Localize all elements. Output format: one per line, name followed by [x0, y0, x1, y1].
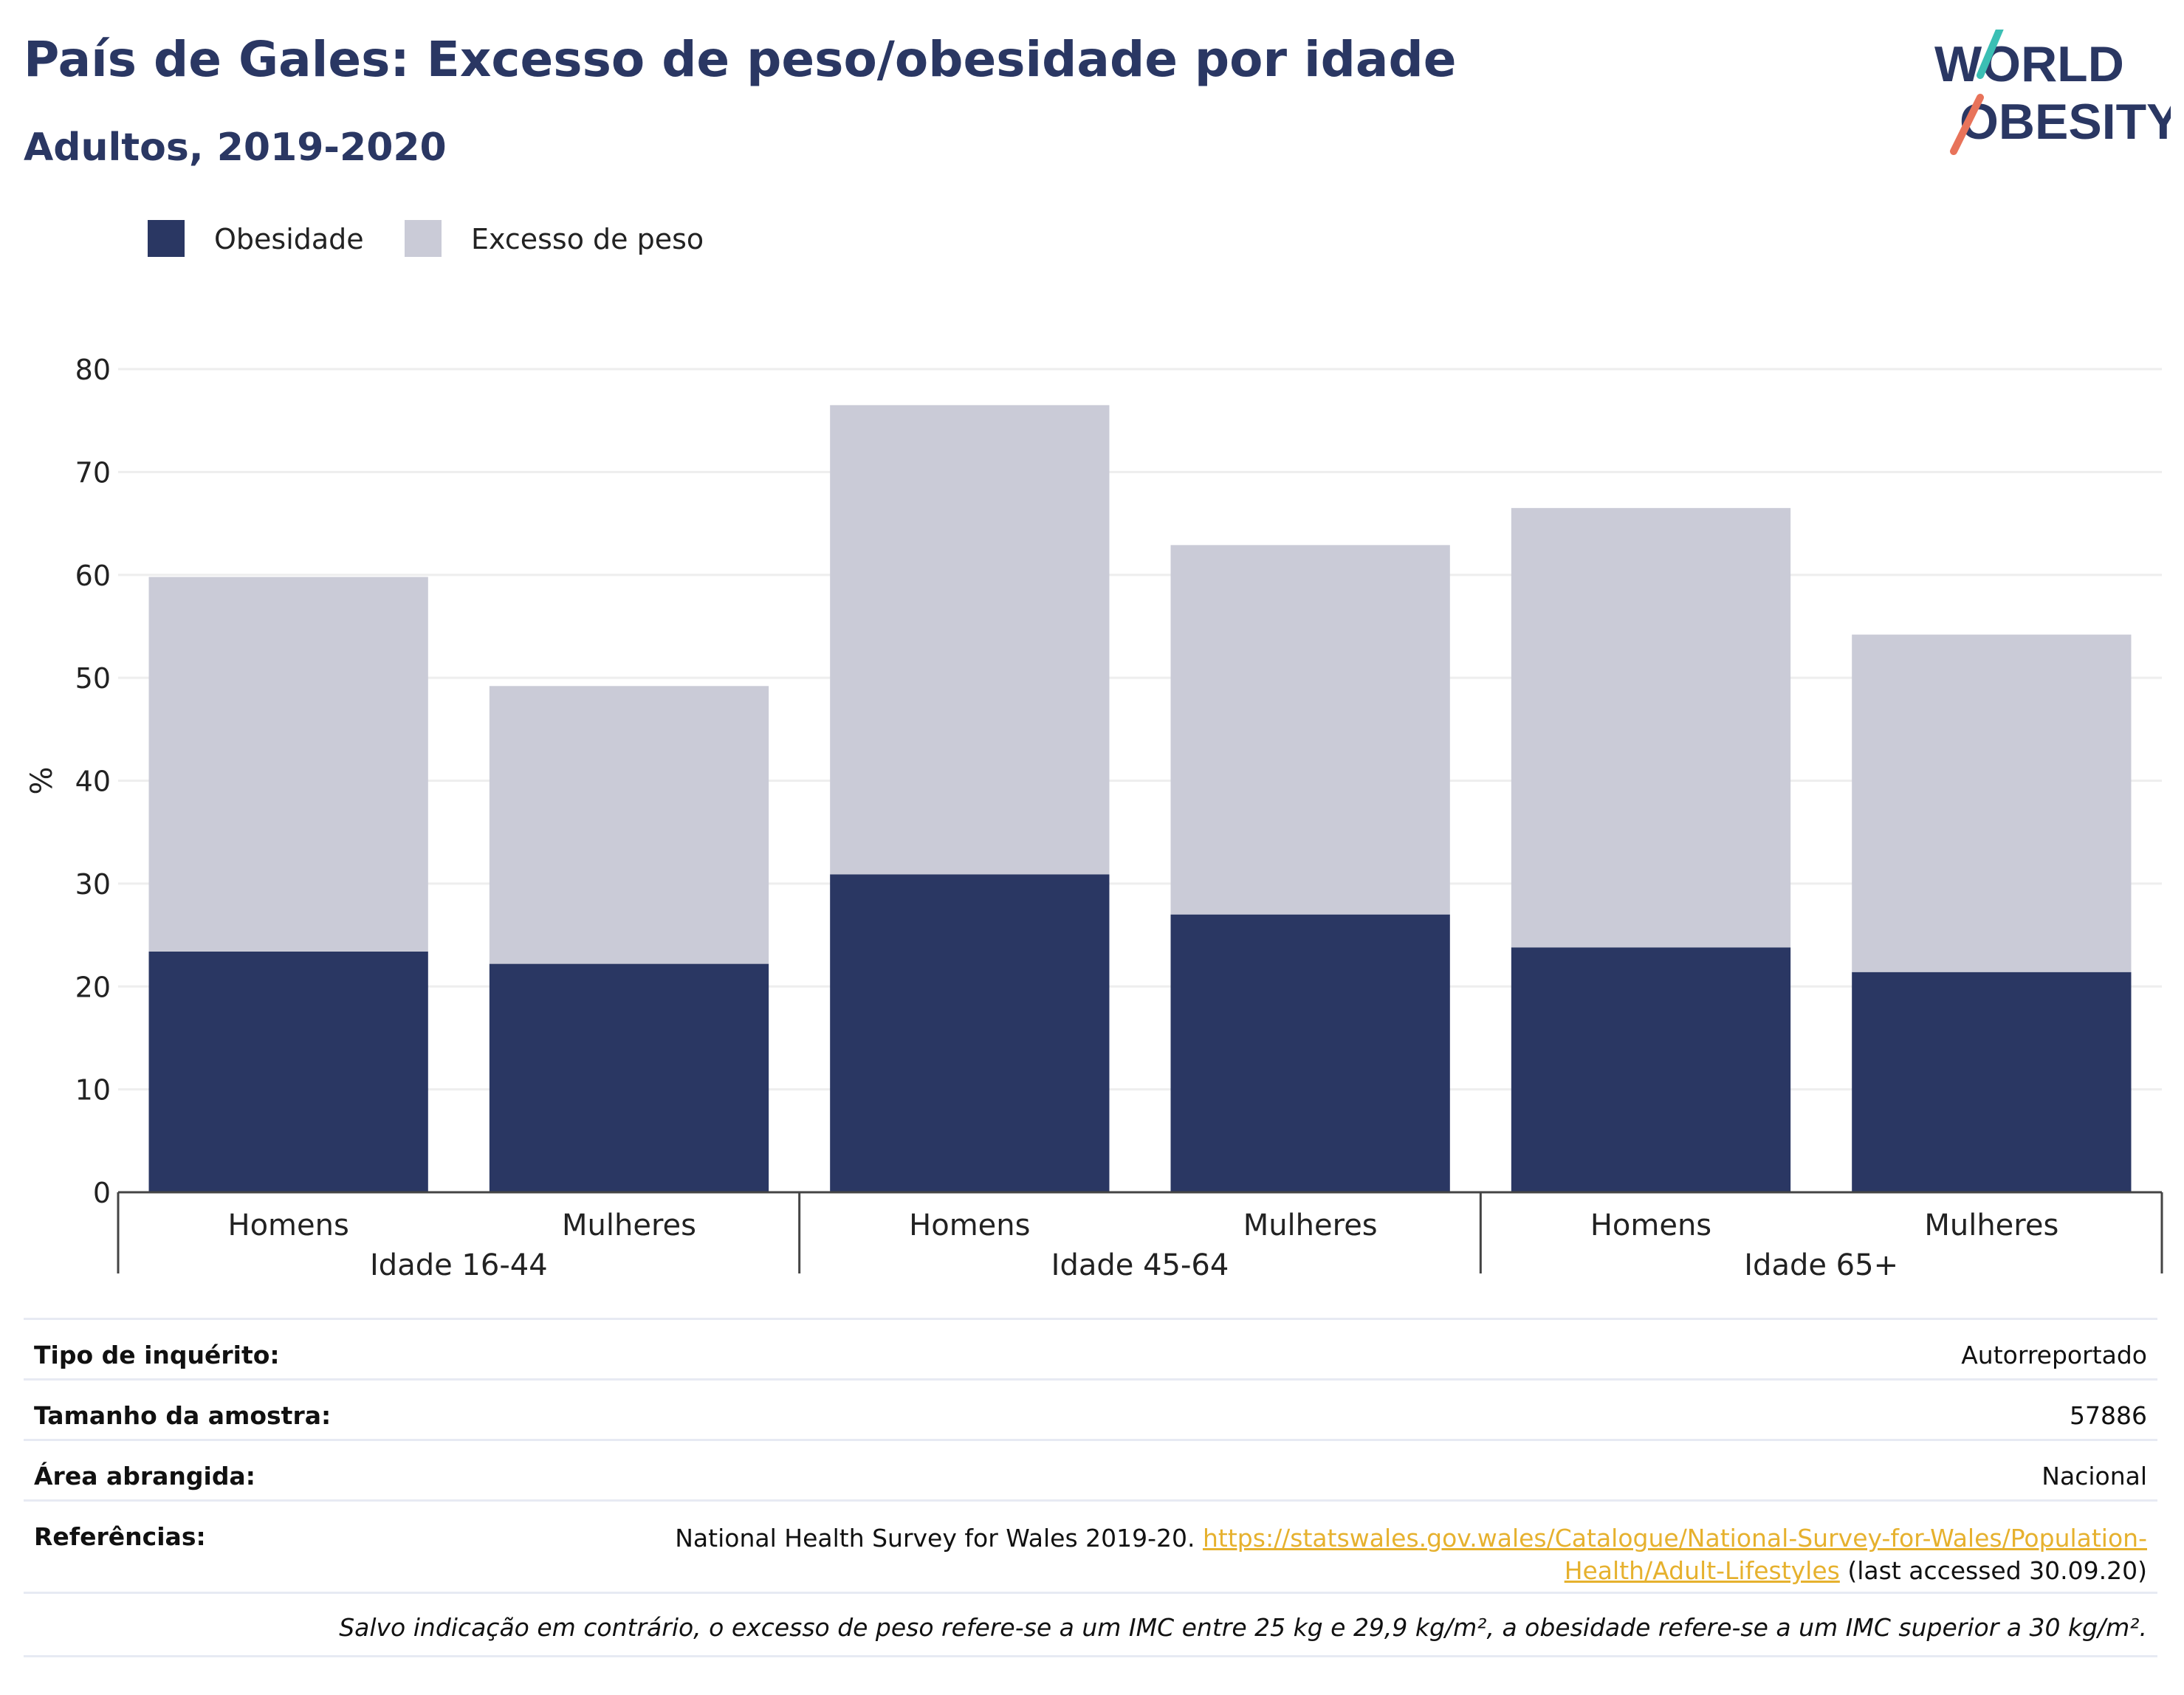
x-category-label: Homens [909, 1208, 1030, 1242]
references-text: National Health Survey for Wales 2019-20… [675, 1524, 1195, 1553]
x-category-label: Homens [1590, 1208, 1711, 1242]
info-value: Autorreportado [1961, 1341, 2147, 1369]
info-key: Tipo de inquérito: [34, 1341, 280, 1369]
definition-note: Salvo indicação em contrário, o excesso … [339, 1613, 2147, 1642]
bar-overweight [148, 577, 428, 952]
references-suffix: (last accessed 30.09.20) [1847, 1556, 2147, 1585]
bar-obesity [1852, 972, 2132, 1192]
legend-swatch-overweight [405, 220, 442, 257]
logo-slash-teal [1977, 30, 2004, 79]
info-row-sample-size: Tamanho da amostra: 57886 [24, 1378, 2157, 1441]
bar-obesity [1511, 947, 1791, 1192]
world-obesity-logo: WORLD OBESITY [1934, 30, 2171, 155]
references-link-part1[interactable]: https://statswales.gov.wales/Catalogue/N… [1203, 1524, 2147, 1553]
info-row-note: Salvo indicação em contrário, o excesso … [24, 1592, 2157, 1657]
y-tick-label: 60 [75, 560, 111, 592]
y-tick-label: 50 [75, 662, 111, 695]
bar-overweight [830, 405, 1110, 875]
bar-overweight [1511, 508, 1791, 948]
info-key: Área abrangida: [34, 1462, 255, 1491]
page-subtitle: Adultos, 2019-2020 [24, 126, 447, 170]
logo-slash-coral [1950, 94, 1984, 155]
y-tick-label: 10 [75, 1074, 111, 1107]
x-category-label: Mulheres [562, 1208, 696, 1242]
bar-obesity [1170, 914, 1450, 1192]
page-title: País de Gales: Excesso de peso/obesidade… [24, 31, 1457, 88]
x-group-label: Idade 16-44 [370, 1248, 548, 1282]
bar-overweight [1852, 634, 2132, 972]
y-tick-label: 80 [75, 354, 111, 386]
y-axis-label: % [25, 766, 59, 794]
info-key: Referências: [34, 1522, 206, 1551]
info-row-area: Área abrangida: Nacional [24, 1439, 2157, 1502]
logo-line2: OBESITY [1960, 94, 2171, 150]
info-row-survey-type: Tipo de inquérito: Autorreportado [24, 1318, 2157, 1381]
x-group-label: Idade 65+ [1744, 1248, 1898, 1282]
y-tick-label: 30 [75, 868, 111, 901]
x-category-label: Mulheres [1924, 1208, 2058, 1242]
info-value: Nacional [2042, 1462, 2147, 1491]
y-tick-label: 40 [75, 766, 111, 798]
bar-obesity [148, 951, 428, 1192]
bar-overweight [1170, 545, 1450, 915]
info-value: 57886 [2070, 1401, 2147, 1430]
info-key: Tamanho da amostra: [34, 1401, 332, 1430]
y-tick-label: 20 [75, 971, 111, 1003]
bar-obesity [489, 963, 769, 1192]
legend-label-overweight: Excesso de peso [471, 223, 704, 255]
info-row-references: Referências: National Health Survey for … [24, 1499, 2157, 1594]
legend-swatch-obesity [148, 220, 185, 257]
bar-obesity [830, 874, 1110, 1192]
x-category-label: Mulheres [1243, 1208, 1378, 1242]
y-tick-label: 70 [75, 456, 111, 489]
references-value: National Health Survey for Wales 2019-20… [675, 1522, 2147, 1587]
logo-line1: WORLD [1934, 36, 2124, 92]
references-link-part2[interactable]: Health/Adult-Lifestyles [1564, 1556, 1840, 1585]
legend-label-obesity: Obesidade [214, 223, 364, 255]
x-group-label: Idade 45-64 [1051, 1248, 1229, 1282]
bar-overweight [489, 686, 769, 964]
stacked-bar-chart: 0 10 20 30 40 50 60 70 80% Homens Mulheres Homens Mu… [25, 354, 2163, 1282]
x-category-label: Homens [228, 1208, 349, 1242]
y-tick-label: 0 [93, 1177, 111, 1209]
